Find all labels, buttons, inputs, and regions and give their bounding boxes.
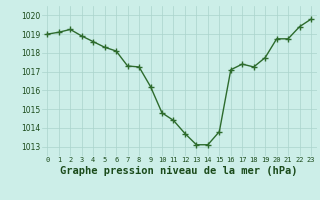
X-axis label: Graphe pression niveau de la mer (hPa): Graphe pression niveau de la mer (hPa) xyxy=(60,166,298,176)
